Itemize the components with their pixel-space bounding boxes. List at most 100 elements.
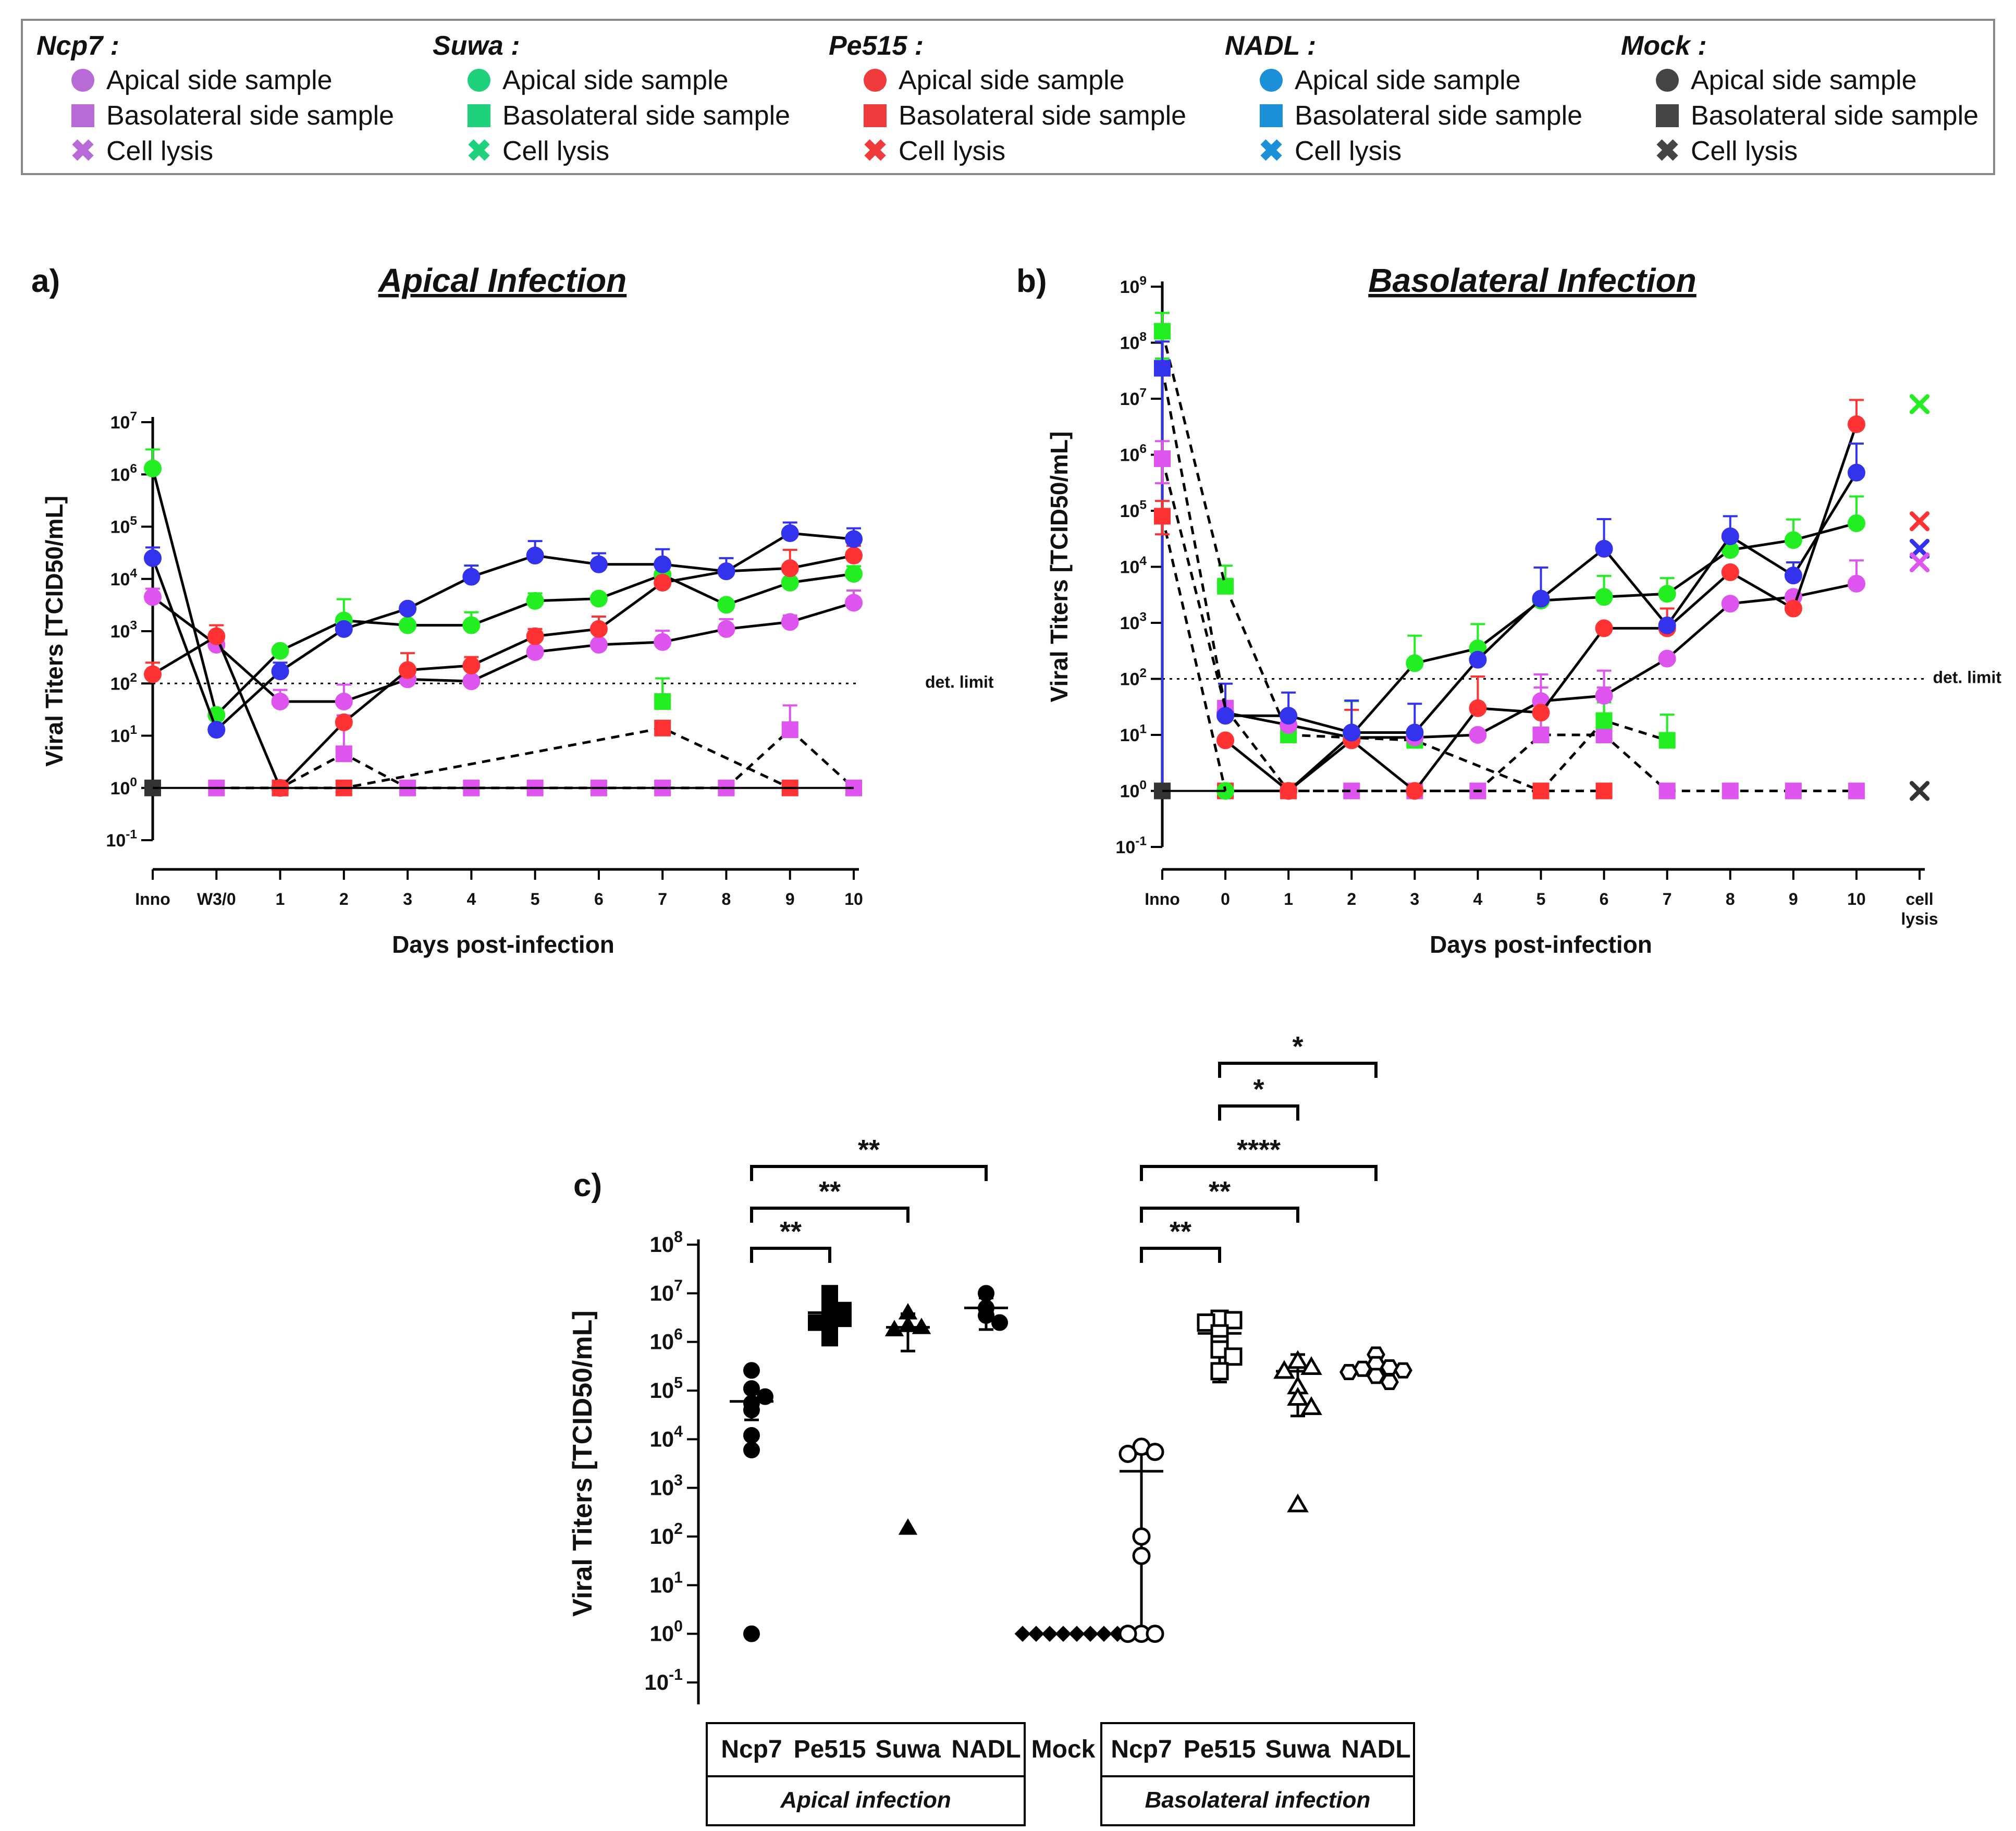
legend-title: Mock : xyxy=(1621,31,1707,61)
y-tick-label: 106 xyxy=(1120,442,1147,465)
apical-point xyxy=(462,568,481,586)
apical-point xyxy=(1595,539,1613,558)
data-point xyxy=(1041,1626,1058,1642)
x-tick-label: Ncp7 xyxy=(1111,1736,1172,1763)
x-tick-label: Inno xyxy=(1145,890,1180,908)
significance-bracket xyxy=(1140,1165,1378,1181)
apical-point xyxy=(781,559,799,577)
apical-series-line xyxy=(151,532,854,732)
data-point xyxy=(1367,1368,1385,1384)
legend: Ncp7 : Apical side sample Basolateral si… xyxy=(21,19,1995,175)
apical-point xyxy=(717,620,735,638)
apical-series-line xyxy=(1225,522,1857,792)
apical-point xyxy=(1721,527,1739,546)
x-tick-label: 0 xyxy=(1221,890,1230,908)
apical-point xyxy=(1406,654,1424,672)
square-marker-icon xyxy=(71,104,94,127)
data-point xyxy=(1118,1625,1137,1643)
apical-point xyxy=(1532,704,1550,722)
x-tick-label: 5 xyxy=(531,890,540,908)
significance-bracket xyxy=(750,1247,831,1263)
legend-title: NADL : xyxy=(1225,31,1317,61)
x-tick-label: Mock xyxy=(1031,1736,1096,1763)
x-tick-label: NADL xyxy=(951,1736,1021,1763)
apical-point xyxy=(144,549,162,567)
apical-point xyxy=(1847,514,1865,532)
legend-item: Basolateral side sample xyxy=(1225,98,1611,133)
cell-lysis-point xyxy=(1909,552,1930,573)
basolateral-series-line xyxy=(280,727,791,790)
significance-label: ** xyxy=(819,1176,841,1207)
apical-point xyxy=(1469,650,1487,669)
x-tick-label: 7 xyxy=(1663,890,1672,908)
basolateral-point xyxy=(654,719,671,736)
chart-title: Apical Infection xyxy=(377,262,627,299)
apical-point xyxy=(1784,567,1802,585)
basolateral-point xyxy=(1532,727,1550,743)
apical-point xyxy=(845,565,863,583)
legend-label: Cell lysis xyxy=(1295,136,1402,166)
y-tick-label: 10-1 xyxy=(644,1666,683,1694)
apical-point xyxy=(462,656,481,674)
legend-item: ✖ Cell lysis xyxy=(1621,133,2007,169)
x-tick-label: 3 xyxy=(403,890,412,908)
apical-point xyxy=(589,620,608,638)
x-tick-label: 2 xyxy=(339,890,349,908)
cell-lysis-point xyxy=(1909,538,1930,559)
apical-point xyxy=(654,633,672,651)
cross-marker-icon: ✖ xyxy=(1654,134,1680,168)
cell-lysis-point xyxy=(1909,394,1930,414)
data-point xyxy=(978,1285,994,1302)
apical-point xyxy=(589,589,608,608)
group-label: Basolateral infection xyxy=(1145,1787,1371,1813)
legend-item: Basolateral side sample xyxy=(1621,98,2007,133)
legend-item: Basolateral side sample xyxy=(829,98,1214,133)
cross-stroke xyxy=(1909,538,1930,559)
legend-label: Basolateral side sample xyxy=(106,101,395,131)
data-point xyxy=(1287,1350,1309,1369)
data-point xyxy=(898,1518,918,1535)
y-tick-label: 107 xyxy=(110,410,137,433)
legend-item: Apical side sample xyxy=(36,63,422,98)
detection-limit-label: det. limit xyxy=(925,672,994,691)
data-point xyxy=(743,1362,760,1379)
data-point xyxy=(1380,1374,1399,1391)
apical-point xyxy=(845,530,863,548)
y-tick-label: 107 xyxy=(1120,386,1147,409)
basolateral-series-line xyxy=(216,728,855,790)
apical-point xyxy=(207,721,226,739)
data-point xyxy=(1132,1527,1151,1546)
data-point xyxy=(1300,1396,1322,1415)
x-tick-label: W3/0 xyxy=(197,890,236,908)
data-point xyxy=(1146,1443,1164,1461)
x-tick-label: Pe515 xyxy=(1184,1736,1256,1763)
basolateral-point xyxy=(1658,732,1676,749)
x-tick-label: Suwa xyxy=(875,1736,941,1763)
x-tick-label: 9 xyxy=(785,890,795,908)
data-point xyxy=(1273,1360,1295,1379)
legend-title: Suwa : xyxy=(433,31,520,61)
legend-item: Apical side sample xyxy=(1225,63,1611,98)
cross-marker-icon: ✖ xyxy=(1258,134,1284,168)
y-tick-label: 101 xyxy=(1120,722,1147,745)
apical-point xyxy=(1721,563,1739,581)
significance-label: ** xyxy=(858,1134,880,1165)
x-tick-label: NADL xyxy=(1341,1736,1410,1763)
significance-bracket xyxy=(1140,1247,1221,1263)
significance-label: * xyxy=(1292,1031,1303,1062)
apical-point xyxy=(1847,463,1865,482)
significance-bracket xyxy=(750,1207,909,1223)
circle-marker-icon xyxy=(71,69,94,92)
apical-point xyxy=(526,643,544,661)
apical-point xyxy=(1406,723,1424,742)
data-point xyxy=(1394,1362,1412,1379)
cross-marker-icon: ✖ xyxy=(70,134,96,168)
apical-point xyxy=(654,573,672,592)
group-box-apical xyxy=(706,1722,1026,1826)
apical-point xyxy=(526,546,544,564)
y-tick-label: 100 xyxy=(110,775,137,798)
significance-label: **** xyxy=(1237,1134,1281,1165)
circle-marker-icon xyxy=(468,69,490,92)
apical-point xyxy=(1595,619,1613,637)
